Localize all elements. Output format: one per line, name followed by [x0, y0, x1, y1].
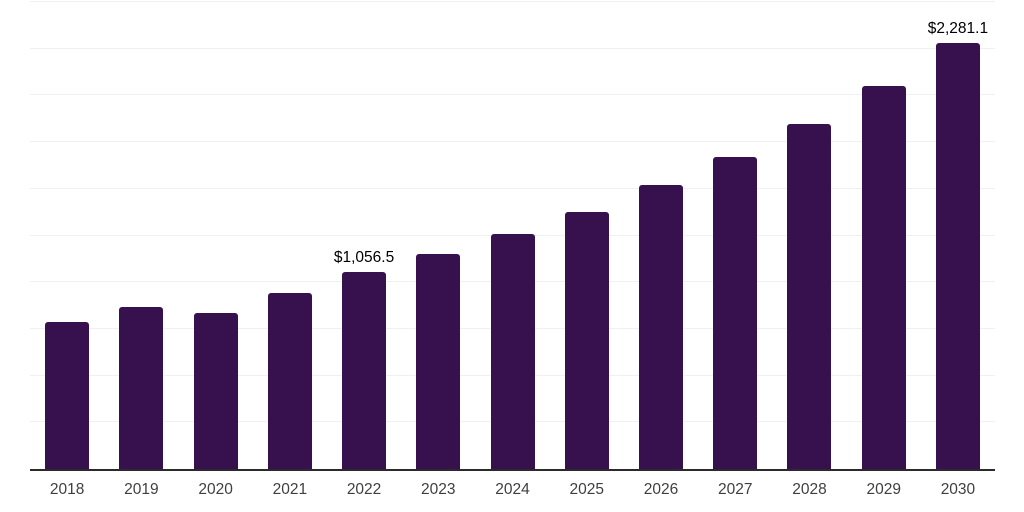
bar-2025 [564, 212, 609, 469]
bar-2019 [119, 307, 164, 469]
bar-2029 [861, 86, 906, 469]
plot-area: $1,056.5 $2,281.1 [30, 1, 995, 469]
gridline [30, 187, 995, 189]
x-axis-label-2021: 2021 [272, 481, 308, 498]
gridline [30, 141, 995, 143]
x-axis-line [30, 469, 995, 471]
x-axis-label-2025: 2025 [569, 481, 604, 498]
bar-2027 [713, 157, 758, 469]
bar-band: $2,281.1 [921, 2, 995, 469]
x-axis-label-2027: 2027 [717, 481, 753, 498]
bar-band [30, 2, 104, 469]
gridline [30, 47, 995, 49]
bar-band [401, 2, 475, 469]
value-label-2030: $2,281.1 [927, 19, 989, 37]
bar-band [178, 2, 252, 469]
x-axis-label-2022: 2022 [346, 481, 382, 498]
x-axis-label-2019: 2019 [124, 481, 159, 498]
bar-2026 [638, 185, 683, 469]
x-axis-label-2026: 2026 [643, 481, 679, 498]
bar-2018 [45, 322, 90, 469]
bar-2020 [193, 313, 238, 469]
bar-band [550, 2, 624, 469]
x-axis-label-2029: 2029 [866, 481, 901, 498]
bar-band [253, 2, 327, 469]
bars-row: $1,056.5 $2,281.1 [30, 2, 995, 469]
bar-band [475, 2, 549, 469]
x-axis-label-2028: 2028 [792, 481, 827, 498]
bar-2024 [490, 233, 535, 469]
value-label-2022: $1,056.5 [333, 248, 395, 266]
x-axis-label-2024: 2024 [495, 481, 530, 498]
bar-2028 [787, 124, 832, 469]
x-axis-label-2020: 2020 [198, 481, 233, 498]
bar-band [624, 2, 698, 469]
x-axis-label-2023: 2023 [421, 481, 456, 498]
bar-2023 [416, 254, 461, 469]
bar-band [847, 2, 921, 469]
bar-band [772, 2, 846, 469]
x-axis-label-2018: 2018 [49, 481, 85, 498]
bar-band [104, 2, 178, 469]
x-axis-label-2030: 2030 [940, 481, 976, 498]
bar-2030 [935, 42, 980, 469]
bar-band [698, 2, 772, 469]
bar-2021 [267, 293, 312, 469]
gridline [30, 1, 995, 2]
bar-2022 [342, 271, 387, 469]
bar-band: $1,056.5 [327, 2, 401, 469]
x-axis-labels: 2018 2019 2020 2021 2022 2023 2024 2025 2026 2027… [30, 480, 995, 499]
gridline [30, 94, 995, 96]
